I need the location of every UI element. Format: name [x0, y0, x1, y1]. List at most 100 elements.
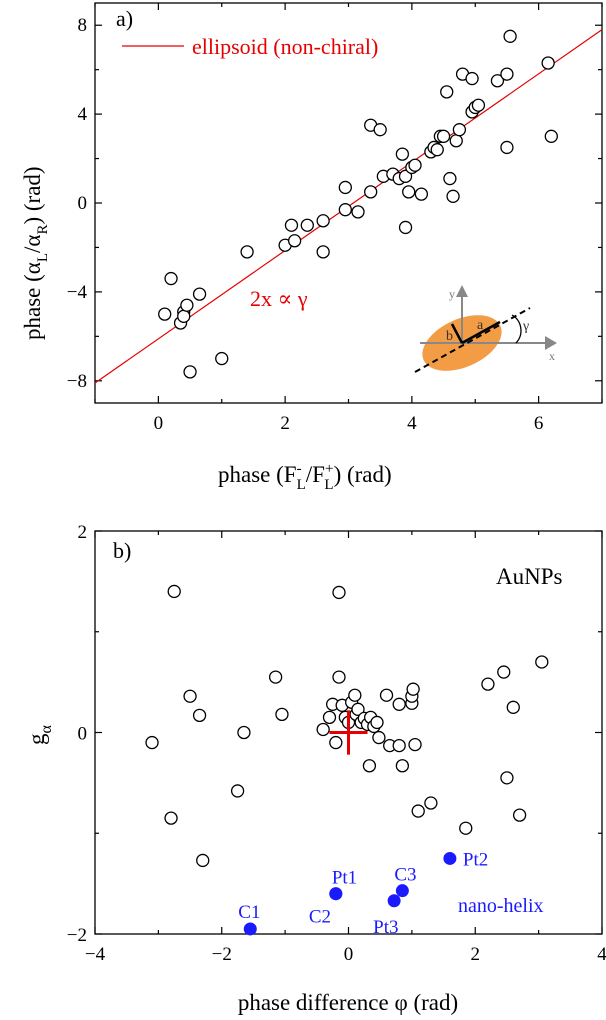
- panel-a-ticks: 0 2 4 6 −8 −4 0 4 8: [67, 3, 603, 434]
- data-point: [392, 738, 406, 753]
- data-point: [370, 715, 384, 730]
- data-point: [351, 205, 365, 219]
- data-point: [379, 688, 394, 702]
- data-point: [392, 697, 406, 711]
- data-point: [398, 169, 413, 183]
- data-point: [287, 234, 302, 248]
- data-point: [316, 722, 330, 737]
- data-point: [158, 307, 172, 321]
- inset-y-label: y: [449, 287, 455, 301]
- data-point: [506, 700, 520, 714]
- data-point: [500, 140, 514, 155]
- panel-b-xtick-label: 0: [344, 944, 354, 965]
- data-point: [465, 71, 479, 86]
- panel-b-points: [145, 584, 549, 868]
- data-point: [430, 143, 444, 157]
- data-point: [332, 670, 346, 684]
- inset-major-axis-dashed: [414, 307, 531, 373]
- data-point: [183, 365, 197, 379]
- highlighted-point: [329, 887, 343, 901]
- data-point: [230, 784, 245, 798]
- panel-a-ytick-label: −8: [67, 371, 87, 392]
- data-point: [348, 688, 362, 702]
- data-point: [395, 759, 410, 773]
- data-point: [449, 134, 463, 148]
- data-point: [402, 185, 416, 199]
- data-point: [215, 351, 229, 366]
- data-point: [167, 584, 181, 599]
- data-point: [500, 771, 514, 785]
- data-point: [373, 123, 387, 137]
- highlighted-point-label: Pt2: [463, 849, 488, 870]
- data-point: [411, 804, 425, 818]
- highlighted-point-label: C2: [309, 907, 331, 928]
- data-point: [338, 203, 352, 217]
- panel-b-xtick-label: 2: [471, 944, 481, 965]
- data-point: [395, 147, 410, 161]
- data-point: [362, 759, 377, 773]
- data-point: [512, 808, 527, 822]
- data-point: [443, 171, 457, 186]
- data-point: [322, 710, 337, 725]
- legend-label: ellipsoid (non-chiral): [192, 34, 378, 59]
- inset-x-arrow: [545, 336, 557, 350]
- highlighted-point-label: C3: [394, 865, 416, 886]
- data-point: [406, 682, 420, 696]
- data-point: [192, 287, 207, 301]
- annotation-2x-gamma: 2x ∝ γ: [250, 286, 308, 311]
- data-point: [316, 245, 330, 259]
- inset-y-arrow: [456, 285, 468, 297]
- panel-b-ylabel: gα: [24, 725, 55, 746]
- highlighted-point: [395, 884, 409, 898]
- highlighted-point: [443, 851, 457, 865]
- data-point: [164, 271, 178, 286]
- data-point: [459, 821, 473, 835]
- data-point: [408, 737, 422, 752]
- data-point: [424, 796, 438, 810]
- panel-b-xtick-label: −2: [212, 944, 232, 965]
- data-point: [503, 29, 517, 43]
- data-point: [446, 189, 460, 203]
- data-point: [192, 708, 207, 723]
- data-point: [481, 677, 495, 691]
- panel-a-points: [158, 29, 558, 379]
- data-point: [237, 725, 251, 740]
- panel-b-tag: b): [113, 538, 131, 563]
- data-point: [316, 214, 330, 228]
- panel-a-ylabel: phase (αL/αR) (rad): [20, 166, 51, 340]
- data-point: [338, 180, 352, 195]
- data-point: [145, 735, 159, 750]
- panel-a-tag: a): [116, 6, 133, 31]
- data-point: [535, 655, 549, 669]
- inset-semi-minor: [450, 323, 464, 344]
- data-point: [284, 218, 299, 232]
- data-point: [164, 811, 178, 825]
- data-point: [332, 585, 346, 600]
- panel-a: 0 2 4 6 −8 −4 0 4 8 a) ellipsoid (non-chiral) 2x…: [20, 2, 603, 493]
- annotation-nano-helix: nano-helix: [458, 895, 544, 917]
- inset-x-label: x: [549, 349, 555, 363]
- data-point: [497, 665, 511, 679]
- data-point: [275, 707, 289, 722]
- panel-b-ytick-label: −2: [67, 925, 87, 946]
- data-point: [414, 187, 429, 201]
- inset-semi-major: [461, 320, 501, 345]
- panel-a-xtick-label: 0: [154, 413, 164, 434]
- data-point: [351, 702, 365, 716]
- data-point: [500, 67, 514, 81]
- data-point: [452, 123, 467, 137]
- highlighted-point: [243, 922, 257, 936]
- panel-b-xtick-label: 4: [597, 944, 606, 965]
- data-point: [398, 220, 413, 235]
- highlighted-point-label: Pt3: [373, 917, 398, 938]
- highlighted-point-label: Pt1: [332, 868, 357, 889]
- inset-gamma-arc: [511, 314, 522, 344]
- panel-a-ytick-label: 4: [78, 104, 88, 125]
- panel-b-xlabel: phase difference φ (rad): [238, 990, 458, 1015]
- inset-gamma-label: γ: [522, 319, 529, 334]
- data-point: [364, 185, 378, 199]
- data-point: [408, 158, 422, 172]
